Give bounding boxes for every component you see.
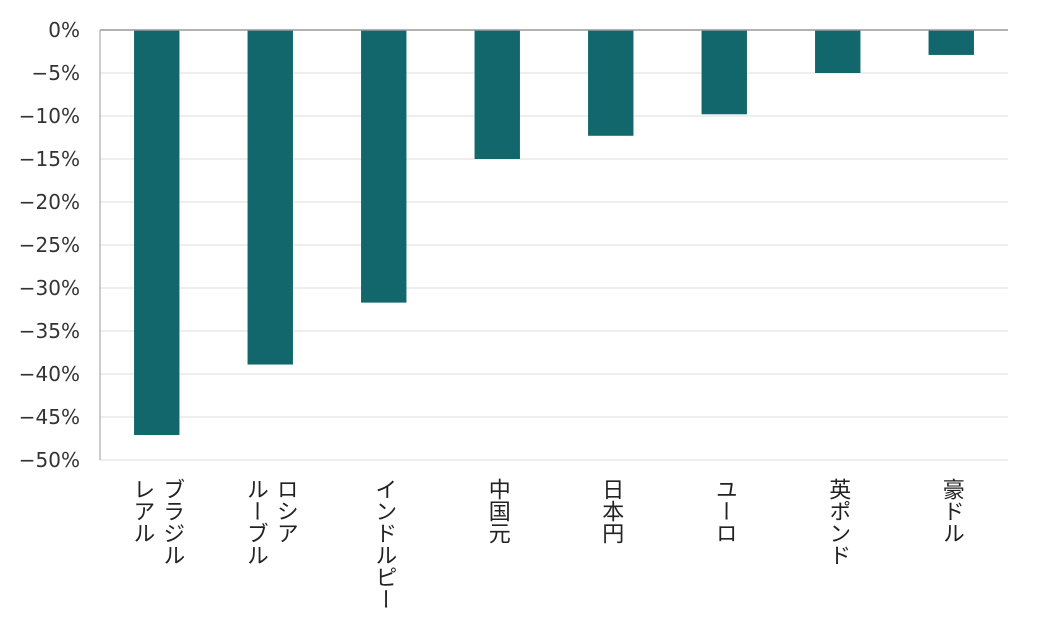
y-tick-label: −35% bbox=[19, 319, 80, 343]
axes bbox=[99, 29, 1008, 460]
category-label: インドルピー bbox=[371, 478, 396, 610]
bar bbox=[134, 30, 180, 436]
y-tick-label: −25% bbox=[19, 233, 80, 257]
category-label: 豪ドル bbox=[939, 478, 964, 544]
bar bbox=[474, 30, 520, 159]
y-tick-label: −20% bbox=[19, 190, 80, 214]
category-label: 中国元 bbox=[485, 478, 510, 544]
category-label: レアル bbox=[129, 478, 154, 544]
category-label: ユーロ bbox=[712, 478, 737, 544]
bar bbox=[247, 30, 293, 365]
y-tick-label: −30% bbox=[19, 276, 80, 300]
category-label: ブラジル bbox=[159, 478, 184, 566]
category-label: 日本円 bbox=[598, 478, 624, 544]
bar bbox=[815, 30, 861, 73]
grid-lines bbox=[100, 72, 1008, 461]
y-tick-label: −5% bbox=[32, 61, 81, 85]
bars bbox=[134, 30, 974, 436]
bar bbox=[701, 30, 747, 115]
bar bbox=[588, 30, 634, 136]
category-label: 英ポンド bbox=[825, 478, 851, 566]
y-tick-label: −50% bbox=[19, 448, 80, 472]
y-tick-label: −10% bbox=[19, 104, 80, 128]
y-tick-label: −40% bbox=[19, 362, 80, 386]
category-label: ルーブル bbox=[243, 478, 268, 566]
y-tick-label: −15% bbox=[19, 147, 80, 171]
y-tick-label: −45% bbox=[19, 405, 80, 429]
bar bbox=[361, 30, 407, 303]
y-tick-label: 0% bbox=[48, 18, 80, 42]
y-axis-tick-labels: 0% −5% −10% −15% −20% −25% −30% −35% −40% −45% −50… bbox=[19, 18, 80, 472]
category-label: ロシア bbox=[273, 478, 298, 544]
bar bbox=[928, 30, 974, 55]
